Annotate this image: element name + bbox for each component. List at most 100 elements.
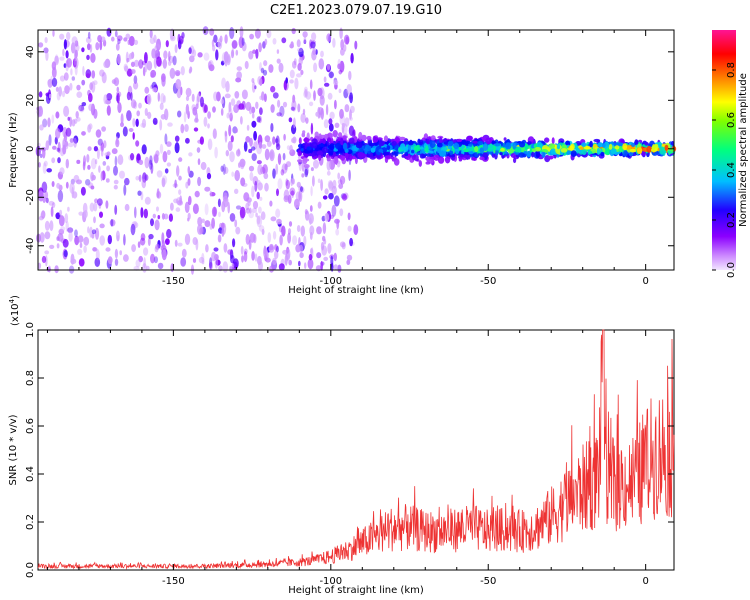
heatmap-cell xyxy=(241,89,248,100)
heatmap-cell xyxy=(206,172,212,180)
figure-title: C2E1.2023.079.07.19.G10 xyxy=(270,3,442,18)
heatmap-cell xyxy=(248,165,255,172)
heatmap-cell xyxy=(140,122,146,128)
heatmap-cell xyxy=(85,179,91,186)
heatmap-cell xyxy=(317,178,321,184)
heatmap-cell xyxy=(135,118,139,128)
y-tick-label: 0.2 xyxy=(25,514,36,530)
heatmap-cell xyxy=(63,72,69,81)
heatmap-cell xyxy=(270,104,275,113)
heatmap-cell xyxy=(254,253,258,262)
heatmap-cell xyxy=(349,92,353,104)
heatmap-cell xyxy=(541,150,546,158)
heatmap-cell xyxy=(56,243,60,249)
heatmap-cell xyxy=(144,156,150,169)
heatmap-cell xyxy=(81,79,86,86)
heatmap-cell xyxy=(212,128,217,139)
heatmap-cell xyxy=(296,73,302,78)
heatmap-cell xyxy=(385,155,391,159)
heatmap-cell xyxy=(41,255,47,264)
heatmap-cell xyxy=(391,141,397,146)
heatmap-cell xyxy=(156,56,162,67)
heatmap-cell xyxy=(350,52,354,64)
heatmap-cell xyxy=(62,48,65,57)
heatmap-cell xyxy=(531,151,535,158)
heatmap-cell xyxy=(264,38,268,46)
heatmap-cell xyxy=(63,39,67,50)
heatmap-cell xyxy=(614,145,620,150)
heatmap-cell xyxy=(197,52,203,58)
heatmap-cell xyxy=(49,220,54,232)
heatmap-cell xyxy=(228,107,233,119)
heatmap-cell xyxy=(174,179,177,189)
heatmap-cell xyxy=(459,153,465,158)
heatmap-cell xyxy=(596,147,601,155)
heatmap-cell xyxy=(243,248,248,255)
heatmap-cell xyxy=(156,38,161,51)
heatmap-cell xyxy=(192,258,197,263)
heatmap-cell xyxy=(518,152,525,158)
heatmap-cell xyxy=(60,226,66,232)
heatmap-cell xyxy=(132,118,136,128)
heatmap-cell xyxy=(251,251,255,261)
heatmap-cell xyxy=(185,103,190,115)
heatmap-cell xyxy=(240,177,246,187)
heatmap-cell xyxy=(258,42,262,53)
heatmap-cell xyxy=(140,233,146,241)
heatmap-cell xyxy=(302,130,306,134)
heatmap-cell xyxy=(73,137,77,148)
heatmap-cell xyxy=(341,193,348,201)
heatmap-cell xyxy=(238,36,244,49)
colorbar-tick-label: 0.2 xyxy=(726,212,737,228)
heatmap-cell xyxy=(54,55,59,66)
heatmap-cell xyxy=(65,158,70,169)
heatmap-cell xyxy=(133,81,139,90)
heatmap-cell xyxy=(124,65,129,72)
heatmap-cell xyxy=(130,153,135,161)
heatmap-cell xyxy=(69,82,73,91)
heatmap-cell xyxy=(126,57,130,63)
heatmap-cell xyxy=(310,186,313,197)
heatmap-cell xyxy=(318,133,322,139)
heatmap-cell xyxy=(467,155,471,160)
heatmap-cell xyxy=(43,160,48,167)
heatmap-cell xyxy=(131,244,137,253)
heatmap-cell xyxy=(420,146,424,150)
heatmap-cell xyxy=(99,39,103,51)
heatmap-cell xyxy=(143,247,149,256)
heatmap-cell xyxy=(106,151,111,156)
heatmap-cell xyxy=(248,148,253,154)
heatmap-cell xyxy=(383,135,389,142)
heatmap-cell xyxy=(263,172,269,180)
heatmap-cell xyxy=(646,145,652,153)
heatmap-cell xyxy=(212,44,216,52)
x-tick-label: -150 xyxy=(162,276,185,287)
heatmap-cell xyxy=(83,210,88,218)
heatmap-cell xyxy=(62,144,67,155)
heatmap-cell xyxy=(168,50,171,62)
y-tick-label: 0 xyxy=(25,146,36,152)
heatmap-cell xyxy=(203,116,208,127)
heatmap-cell xyxy=(120,113,124,125)
heatmap-cell xyxy=(324,82,330,87)
heatmap-cell xyxy=(298,244,304,253)
heatmap-cell xyxy=(191,93,195,102)
heatmap-cell xyxy=(88,103,94,112)
heatmap-cell xyxy=(38,162,41,168)
heatmap-cell xyxy=(59,56,65,61)
heatmap-cell xyxy=(95,249,100,261)
heatmap-cell xyxy=(162,151,168,163)
heatmap-cell xyxy=(275,163,279,175)
heatmap-cell xyxy=(103,94,108,105)
y-tick-label: 1.0 xyxy=(25,322,36,338)
heatmap-cell xyxy=(337,264,342,273)
heatmap-cell xyxy=(260,67,265,74)
heatmap-cell xyxy=(65,221,69,232)
heatmap-cell xyxy=(514,147,521,153)
heatmap-cell xyxy=(229,151,235,163)
heatmap-cell xyxy=(63,250,68,258)
heatmap-cell xyxy=(103,60,109,68)
heatmap-cell xyxy=(289,144,293,153)
heatmap-cell xyxy=(223,166,229,174)
heatmap-cell xyxy=(94,257,101,267)
